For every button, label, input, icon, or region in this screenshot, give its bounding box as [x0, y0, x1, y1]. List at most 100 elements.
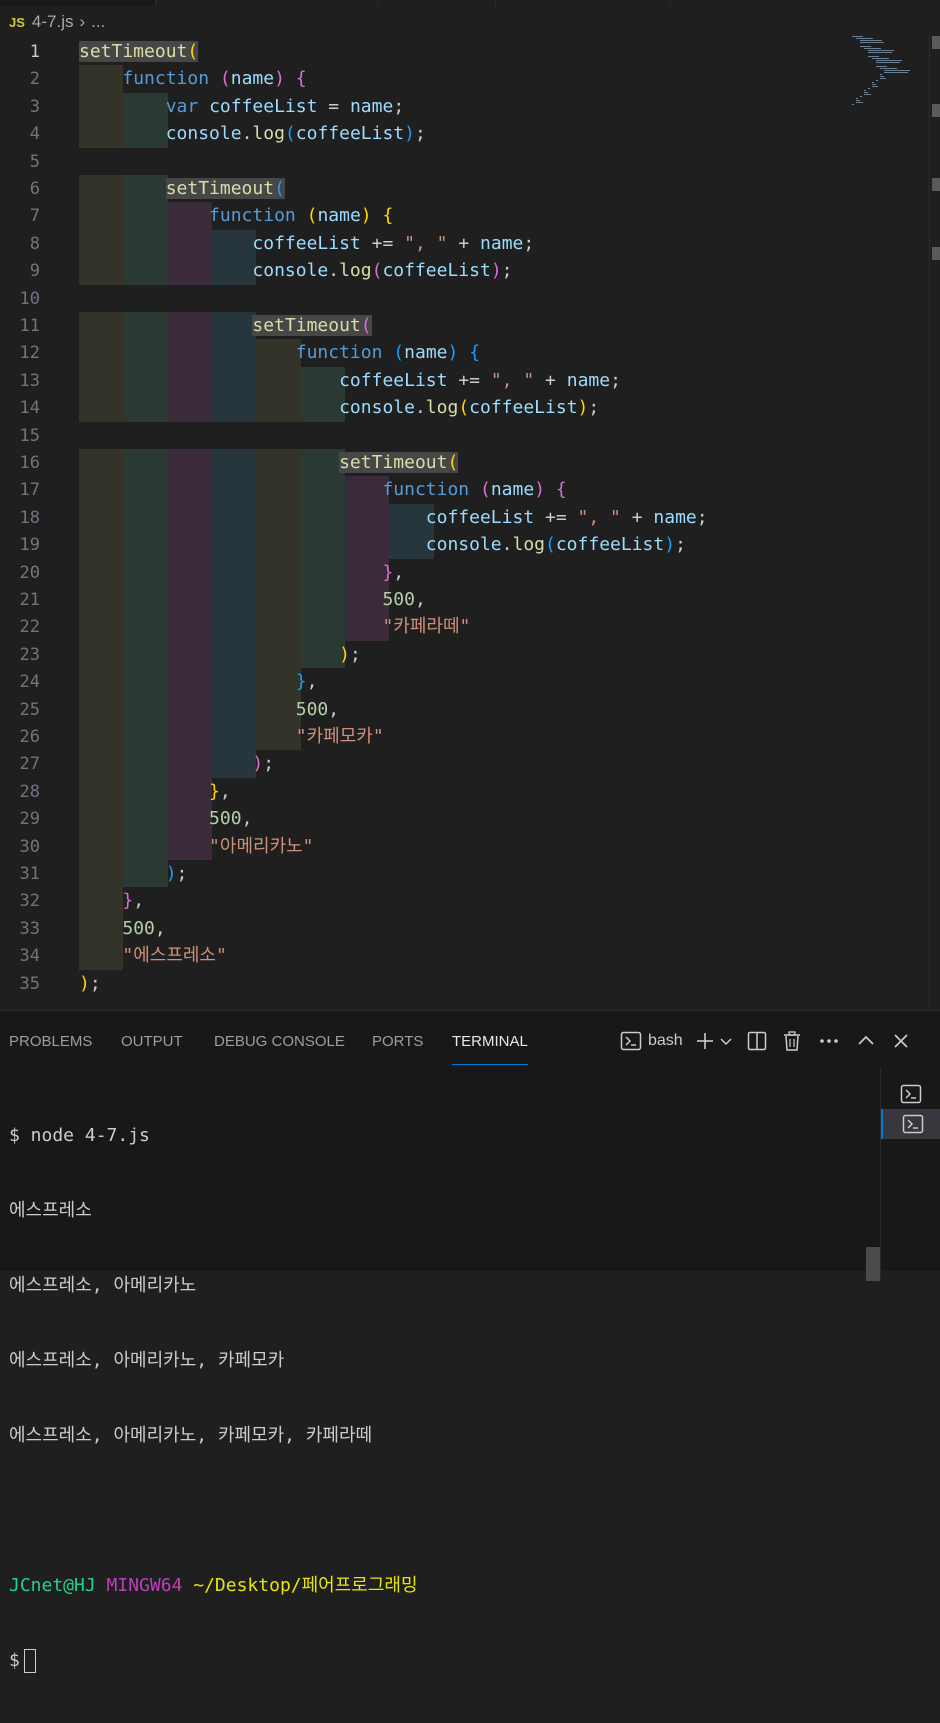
- scrollbar-marker: [932, 104, 940, 117]
- code-line[interactable]: },: [382, 561, 405, 583]
- code-line[interactable]: console.log(coffeeList);: [425, 534, 686, 556]
- line-number: 13: [19, 370, 40, 391]
- code-line[interactable]: setTimeout(: [165, 178, 285, 199]
- more-icon[interactable]: [819, 1038, 839, 1044]
- tab-debug-console[interactable]: DEBUG CONSOLE: [214, 1033, 345, 1050]
- chevron-up-icon[interactable]: [857, 1032, 875, 1050]
- line-number: 10: [19, 288, 40, 309]
- split-icon[interactable]: [747, 1031, 767, 1051]
- code-line[interactable]: );: [252, 753, 275, 775]
- line-number: 3: [29, 96, 40, 117]
- terminal-icon[interactable]: [620, 1031, 642, 1051]
- line-number: 24: [19, 672, 40, 693]
- code-line[interactable]: 500,: [209, 808, 253, 830]
- chevron-down-icon[interactable]: [719, 1034, 733, 1048]
- code-line[interactable]: console.log(coffeeList);: [165, 123, 426, 145]
- terminal-command: $ node 4-7.js: [9, 1125, 150, 1146]
- line-number: 27: [19, 754, 40, 775]
- code-line[interactable]: function (name) {: [122, 68, 307, 90]
- prompt-path: ~/Desktop/페어프로그래밍: [193, 1575, 418, 1596]
- code-line[interactable]: 500,: [295, 698, 340, 720]
- code-line[interactable]: },: [122, 890, 145, 912]
- line-number: 6: [29, 179, 40, 199]
- line-number: 23: [19, 644, 40, 665]
- line-number: 4: [29, 124, 40, 145]
- prompt-user: JCnet@HJ: [9, 1575, 96, 1596]
- terminal-actions: bash: [620, 1027, 909, 1055]
- terminal-output-line: 에스프레소, 아메리카노, 카페모카: [9, 1350, 285, 1371]
- breadcrumb-more[interactable]: ...: [91, 12, 106, 31]
- breadcrumb: JS 4-7.js › ...: [0, 8, 940, 36]
- terminal-input-line[interactable]: $: [9, 1648, 869, 1673]
- code-line[interactable]: function (name) {: [295, 342, 481, 364]
- tab-problems[interactable]: PROBLEMS: [9, 1033, 93, 1050]
- line-number: 35: [19, 973, 40, 994]
- terminal-cursor: [23, 1649, 36, 1673]
- code-line[interactable]: "카페모카": [295, 726, 384, 747]
- bottom-panel: PROBLEMS OUTPUT DEBUG CONSOLE PORTS TERM…: [0, 1010, 940, 1673]
- terminal-scrollbar[interactable]: [866, 1247, 880, 1281]
- line-number: 33: [19, 918, 40, 939]
- shell-label[interactable]: bash: [648, 1032, 683, 1049]
- code-line[interactable]: },: [209, 780, 231, 802]
- line-number: 30: [19, 836, 40, 857]
- tab-terminal[interactable]: TERMINAL: [452, 1033, 528, 1065]
- scrollbar-marker: [932, 247, 940, 260]
- code-line[interactable]: var coffeeList = name;: [165, 95, 405, 117]
- terminal-output-line: 에스프레소: [9, 1200, 92, 1221]
- code-line[interactable]: },: [295, 671, 318, 693]
- line-number: 18: [19, 507, 40, 528]
- line-number: 1: [29, 42, 40, 62]
- terminal-list: [880, 1067, 940, 1281]
- plus-icon[interactable]: [695, 1031, 715, 1051]
- code-line[interactable]: setTimeout(: [339, 452, 459, 473]
- code-line[interactable]: "아메리카노": [209, 835, 314, 857]
- minimap[interactable]: [852, 36, 928, 116]
- code-line[interactable]: coffeeList += ", " + name;: [339, 369, 621, 391]
- code-line[interactable]: function (name) {: [382, 479, 567, 501]
- code-line[interactable]: );: [339, 643, 361, 665]
- terminal-output-line: 에스프레소, 아메리카노, 카페모카, 카페라떼: [9, 1425, 373, 1446]
- terminal-list-item[interactable]: [881, 1079, 940, 1109]
- line-number: 19: [19, 535, 40, 556]
- line-number: 15: [19, 425, 40, 446]
- editor-scrollbar[interactable]: [929, 36, 930, 1010]
- line-number: 8: [29, 233, 40, 254]
- code-line[interactable]: "에스프레소": [122, 945, 227, 967]
- terminal-prompt: JCnet@HJ MINGW64 ~/Desktop/페어프로그래밍: [9, 1573, 869, 1598]
- code-line[interactable]: coffeeList += ", " + name;: [425, 506, 708, 528]
- code-line[interactable]: setTimeout(: [252, 315, 372, 336]
- code-line[interactable]: setTimeout(: [79, 41, 199, 62]
- code-line[interactable]: 500,: [382, 589, 426, 610]
- code-line[interactable]: console.log(coffeeList);: [339, 397, 600, 419]
- trash-icon[interactable]: [783, 1031, 801, 1051]
- code-line[interactable]: );: [79, 972, 101, 994]
- close-icon[interactable]: [893, 1033, 909, 1049]
- line-number: 17: [19, 480, 40, 501]
- code-editor[interactable]: 1 2 3 4 5 6 7 8 9 10 11 12 13 14 15 16 17 18 19 20 21 22 23 24 2…: [0, 36, 940, 1010]
- line-number: 34: [19, 946, 40, 967]
- line-number: 32: [19, 891, 40, 912]
- line-number: 9: [29, 261, 40, 282]
- tab-output[interactable]: OUTPUT: [121, 1033, 183, 1050]
- terminal-icon: [902, 1114, 924, 1134]
- line-number: 16: [19, 453, 40, 473]
- line-number: 12: [19, 343, 40, 364]
- code-line[interactable]: );: [165, 863, 188, 884]
- prompt-symbol: $: [9, 1650, 20, 1671]
- code-line[interactable]: function (name) {: [209, 205, 394, 227]
- breadcrumb-file[interactable]: 4-7.js: [31, 12, 74, 31]
- code-line[interactable]: "카페라떼": [382, 616, 471, 638]
- scrollbar-marker: [932, 36, 940, 49]
- code-line[interactable]: coffeeList += ", " + name;: [252, 232, 535, 254]
- chevron-right-icon: ›: [79, 12, 86, 31]
- code-line[interactable]: console.log(coffeeList);: [252, 260, 513, 282]
- terminal-list-item-active[interactable]: [881, 1109, 940, 1139]
- code-line[interactable]: 500,: [122, 917, 166, 939]
- tab-ports[interactable]: PORTS: [372, 1033, 424, 1050]
- line-number: 31: [19, 864, 40, 884]
- line-number: 29: [19, 809, 40, 830]
- line-number: 11: [19, 316, 40, 336]
- javascript-file-icon: JS: [9, 14, 25, 30]
- terminal-output[interactable]: $ node 4-7.js 에스프레소 에스프레소, 아메리카노 에스프레소, …: [9, 1073, 869, 1723]
